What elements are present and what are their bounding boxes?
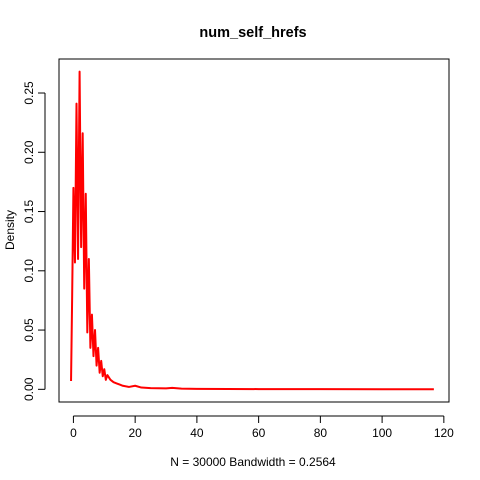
x-tick-label: 80 <box>314 426 328 440</box>
y-axis-label: Density <box>3 210 17 250</box>
chart-title: num_self_hrefs <box>199 25 306 41</box>
y-tick-label: 0.05 <box>22 318 36 342</box>
plot-frame <box>58 58 450 403</box>
y-tick-label: 0.15 <box>22 200 36 224</box>
x-tick-label: 120 <box>434 426 454 440</box>
x-tick-label: 20 <box>128 426 142 440</box>
x-tick-label: 0 <box>70 426 77 440</box>
x-tick-label: 40 <box>190 426 204 440</box>
x-tick-label: 100 <box>372 426 392 440</box>
y-tick-label: 0.00 <box>22 377 36 401</box>
y-tick-label: 0.20 <box>22 140 36 164</box>
x-tick-label: 60 <box>252 426 266 440</box>
density-line <box>70 70 434 391</box>
y-axis: 0.00 0.05 0.10 0.15 0.20 0.25 <box>22 81 46 401</box>
y-tick-label: 0.10 <box>22 259 36 283</box>
series-layer <box>70 70 434 391</box>
x-axis: 0 20 40 60 80 100 120 <box>70 415 454 440</box>
x-axis-label: N = 30000 Bandwidth = 0.2564 <box>170 455 336 469</box>
y-tick-label: 0.25 <box>22 81 36 105</box>
